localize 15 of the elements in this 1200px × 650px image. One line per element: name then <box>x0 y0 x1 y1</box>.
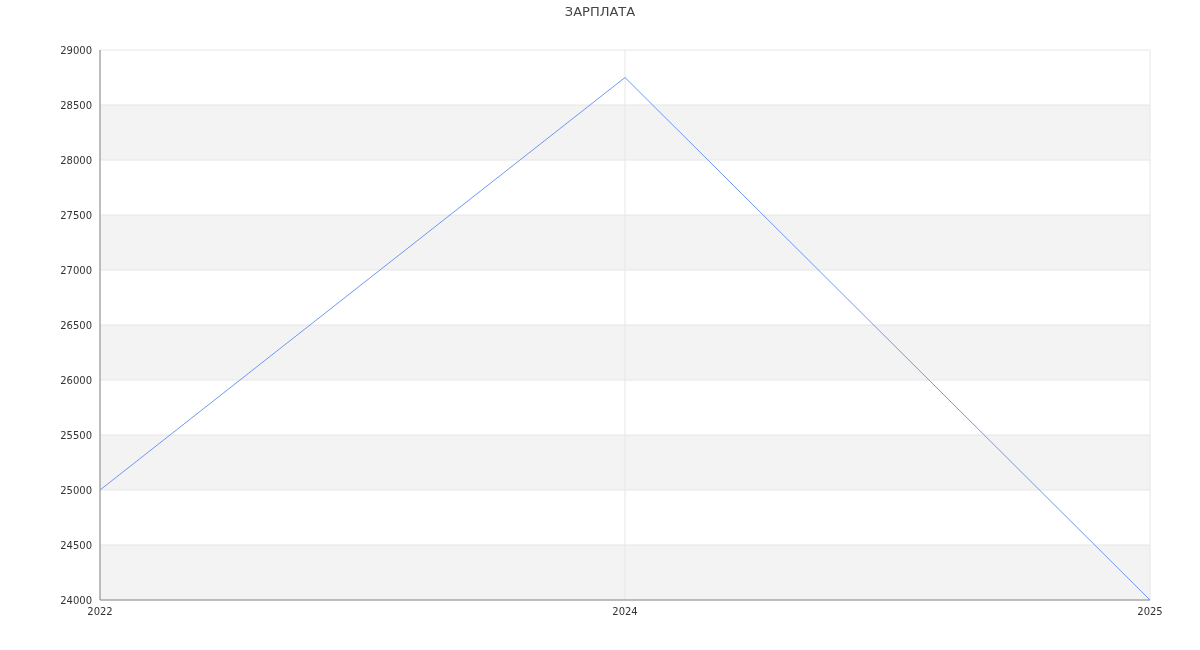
y-tick-label: 29000 <box>60 44 92 56</box>
y-tick-label: 28500 <box>60 99 92 111</box>
x-tick-label: 2022 <box>87 606 113 618</box>
y-tick-label: 26500 <box>60 319 92 331</box>
y-tick-label: 25000 <box>60 484 92 496</box>
y-tick-label: 24000 <box>60 594 92 606</box>
x-tick-label: 2024 <box>612 606 638 618</box>
y-tick-label: 24500 <box>60 539 92 551</box>
x-tick-label: 2025 <box>1137 606 1163 618</box>
y-tick-label: 27500 <box>60 209 92 221</box>
y-tick-label: 25500 <box>60 429 92 441</box>
y-tick-label: 28000 <box>60 154 92 166</box>
chart-title: ЗАРПЛАТА <box>563 4 637 19</box>
y-tick-label: 27000 <box>60 264 92 276</box>
y-tick-label: 26000 <box>60 374 92 386</box>
